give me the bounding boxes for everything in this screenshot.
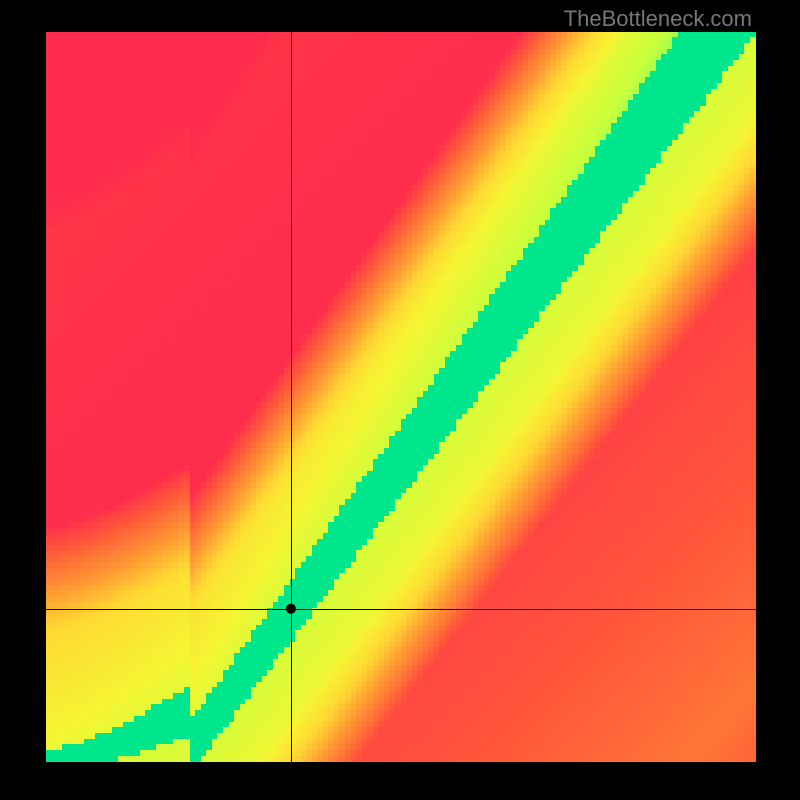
- watermark-text: TheBottleneck.com: [564, 6, 752, 32]
- chart-container: TheBottleneck.com: [0, 0, 800, 800]
- heatmap-plot: [46, 32, 756, 762]
- heatmap-canvas: [46, 32, 756, 762]
